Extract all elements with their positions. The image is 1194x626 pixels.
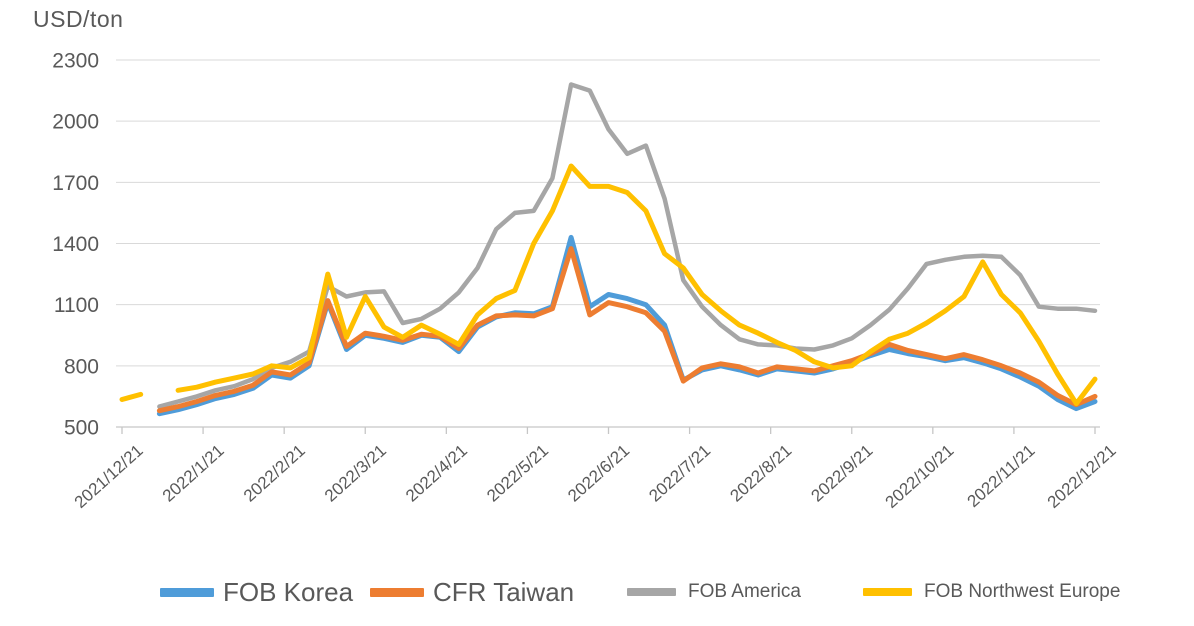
- x-axis-tick-label: 2022/11/21: [964, 441, 1039, 511]
- legend-swatch-fob-korea: [160, 587, 214, 597]
- x-axis-tick-label-group: 2022/7/21: [645, 441, 714, 506]
- legend-label: FOB Northwest Europe: [924, 581, 1121, 602]
- x-axis-tick-label: 2022/5/21: [483, 441, 552, 506]
- legend: FOB Korea CFR Taiwan FOB America FOB Northw…: [0, 572, 1194, 616]
- x-axis-tick-label: 2022/10/21: [882, 441, 958, 512]
- y-axis-tick-label: 2300: [52, 50, 99, 73]
- x-axis-tick-label: 2022/7/21: [645, 441, 714, 506]
- legend-item-fob-america: FOB America: [627, 572, 801, 612]
- x-axis-tick-label-group: 2022/5/21: [483, 441, 552, 506]
- x-axis-tick-label-group: 2022/6/21: [564, 441, 633, 506]
- legend-item-fob-northwest-europe: FOB Northwest Europe: [863, 572, 1120, 612]
- x-axis-tick-label-group: 2022/9/21: [808, 441, 877, 506]
- legend-label: FOB America: [688, 581, 801, 602]
- legend-swatch-cfr-taiwan: [370, 587, 424, 597]
- y-axis-title: USD/ton: [33, 6, 124, 32]
- legend-item-fob-korea: FOB Korea: [160, 572, 353, 612]
- y-axis-tick-label: 1400: [52, 233, 99, 256]
- y-axis-tick-label: 2000: [52, 111, 99, 134]
- y-axis-tick-label: 1700: [52, 172, 99, 195]
- series-line-fob-korea: [156, 234, 1098, 417]
- x-axis-tick-label-group: 2022/8/21: [726, 441, 795, 506]
- x-axis-tick-label: 2022/3/21: [321, 441, 390, 506]
- x-axis-tick-label: 2022/9/21: [808, 441, 877, 506]
- x-axis-tick-label-group: 2022/2/21: [240, 441, 309, 506]
- x-axis-tick-label-group: 2022/1/21: [159, 441, 228, 506]
- y-axis-tick-label: 1100: [54, 294, 99, 317]
- x-axis-tick-label-group: 2022/12/21: [1044, 441, 1120, 512]
- x-axis-tick-label: 2021/12/21: [71, 441, 147, 512]
- x-axis-tick-label: 2022/2/21: [240, 441, 309, 506]
- legend-label: CFR Taiwan: [433, 576, 575, 607]
- y-axis-tick-label: 500: [64, 417, 99, 440]
- series-line-fob-northwest-europe: [119, 163, 1098, 407]
- series-line-cfr-taiwan: [156, 246, 1098, 414]
- x-axis-tick-label: 2022/1/21: [159, 441, 228, 506]
- x-axis-tick-label: 2022/12/21: [1044, 441, 1120, 512]
- legend-swatch-fob-america: [627, 588, 676, 596]
- x-axis-tick-label-group: 2021/12/21: [71, 441, 147, 512]
- x-axis-tick-label-group: 2022/11/21: [964, 441, 1039, 511]
- y-axis-tick-label: 800: [64, 355, 99, 378]
- x-axis-tick-label: 2022/8/21: [726, 441, 795, 506]
- x-axis-tick-label: 2022/4/21: [402, 441, 471, 506]
- x-axis-tick-label-group: 2022/10/21: [882, 441, 958, 512]
- legend-swatch-fob-northwest-europe: [863, 588, 912, 596]
- x-axis-tick-label: 2022/6/21: [564, 441, 633, 506]
- x-axis-tick-label-group: 2022/3/21: [321, 441, 390, 506]
- x-axis-tick-label-group: 2022/4/21: [402, 441, 471, 506]
- legend-item-cfr-taiwan: CFR Taiwan: [370, 572, 574, 612]
- legend-label: FOB Korea: [223, 576, 354, 607]
